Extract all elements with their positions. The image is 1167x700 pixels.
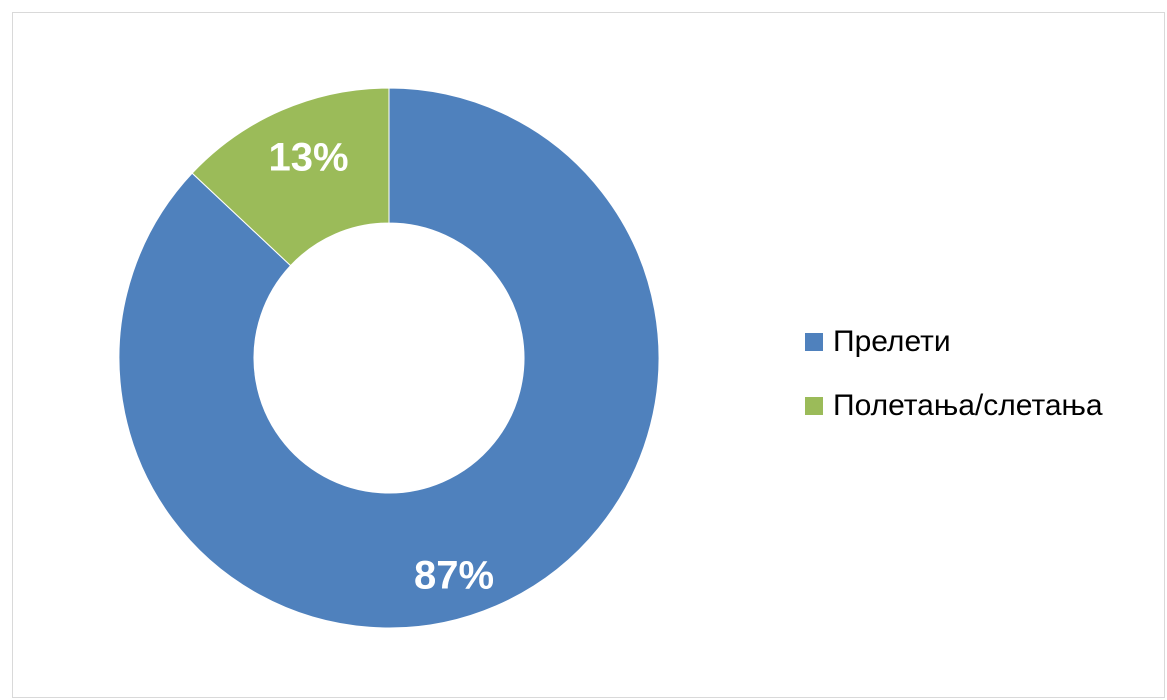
legend-swatch-green [805, 397, 823, 415]
data-label: 13% [269, 136, 349, 180]
data-label-group: 87% 13% [269, 136, 494, 598]
slice-preleti [118, 87, 660, 629]
data-label: 87% [414, 554, 494, 598]
donut-chart: 87% 13% [118, 87, 660, 629]
legend-label: Прелети [833, 325, 951, 358]
slice-group [118, 87, 660, 629]
slice-poletanja-sletanja [191, 87, 390, 267]
legend-item-preleti: Прелети [805, 323, 1103, 361]
legend-label: Полетања/слетања [833, 389, 1103, 422]
legend-swatch-blue [805, 333, 823, 351]
chart-area: 87% 13% Прелети Полетања/слетања [12, 12, 1165, 698]
legend: Прелети Полетања/слетања [805, 323, 1103, 451]
legend-item-poletanja-sletanja: Полетања/слетања [805, 387, 1103, 425]
